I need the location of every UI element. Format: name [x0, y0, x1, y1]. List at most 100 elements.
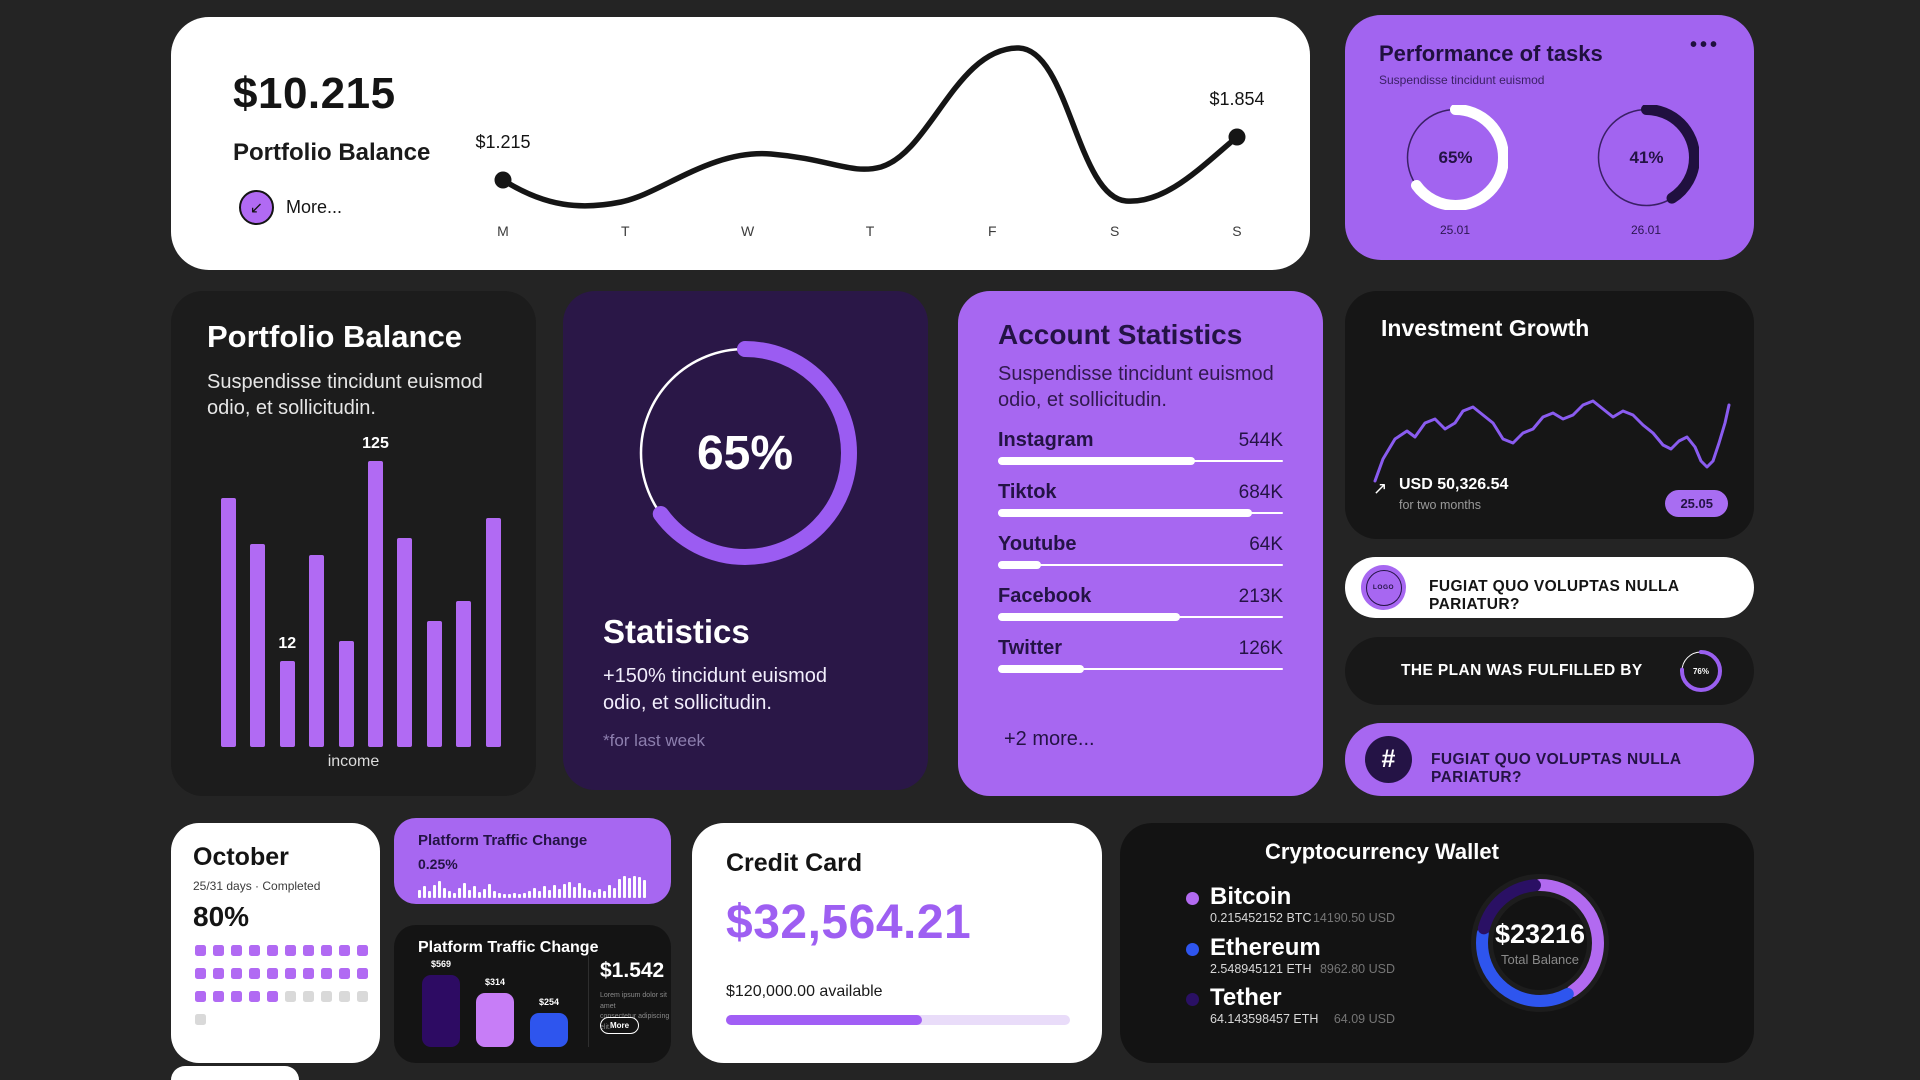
more-label: More... — [286, 197, 343, 217]
income-bar-chart: 12 125 — [221, 435, 501, 747]
traffic-bar-label: $314 — [484, 977, 506, 987]
october-percent: 80% — [193, 901, 250, 932]
performance-donut-1-date: 25.01 — [1439, 223, 1471, 237]
traffic-bar — [422, 975, 460, 1047]
platform-progress-fill — [998, 457, 1195, 465]
traffic-bar-label: $569 — [430, 959, 452, 969]
income-bar — [368, 461, 383, 747]
day-dot-completed — [195, 991, 206, 1002]
traffic-bar — [476, 993, 514, 1047]
day-dot-completed — [231, 968, 242, 979]
performance-title: Performance of tasks — [1379, 41, 1603, 66]
platform-row: Instagram 544K — [998, 429, 1283, 481]
platform-name: Youtube — [998, 533, 1077, 555]
bar-value-label: 125 — [362, 435, 389, 452]
spark-bar — [438, 881, 441, 898]
weekday-label: F — [988, 223, 997, 239]
spark-bar — [573, 887, 576, 898]
spark-bar — [498, 893, 501, 898]
wallet-donut: $23216 Total Balance — [1460, 863, 1620, 1023]
spark-bar — [568, 882, 571, 898]
spark-bar — [508, 894, 511, 898]
spark-bar — [638, 877, 641, 898]
weekly-line-chart — [494, 45, 1246, 209]
portfolio-title: Portfolio Balance — [207, 319, 462, 354]
investment-growth-card: Investment Growth ↗ USD 50,326.54 for tw… — [1345, 291, 1754, 539]
income-bar — [485, 518, 501, 747]
spark-bar — [503, 894, 506, 898]
day-dot-remaining — [303, 991, 314, 1002]
day-dot-completed — [321, 968, 332, 979]
asset-usd-value: 14190.50 USD — [1312, 911, 1395, 925]
spark-bar — [588, 890, 591, 898]
day-dot-completed — [249, 968, 260, 979]
wallet-total: $23216 — [1494, 919, 1586, 949]
income-bar — [456, 601, 472, 747]
platform-progress-fill — [998, 613, 1181, 621]
day-dot-completed — [213, 968, 224, 979]
arrow-down-left-icon: ↙ — [239, 190, 274, 225]
accounts-more-button[interactable]: +2 more... — [998, 727, 1101, 752]
day-dot-completed — [303, 968, 314, 979]
day-dot-completed — [267, 945, 278, 956]
logo-banner-text: FUGIAT QUO VOLUPTAS NULLA PARIATUR? — [1429, 578, 1679, 613]
plan-banner[interactable]: THE PLAN WAS FULFILLED BY 76% — [1345, 637, 1754, 705]
statistics-title: Statistics — [603, 613, 750, 650]
platform-progress-fill — [998, 561, 1041, 569]
line-end-label: $1.854 — [1209, 89, 1265, 109]
weekday-label: S — [1109, 223, 1120, 239]
statistics-donut: 65% — [629, 337, 861, 569]
performance-donut-2: 41% — [1594, 105, 1699, 210]
october-day-grid — [195, 945, 370, 1025]
asset-dot — [1186, 993, 1199, 1006]
spark-bar — [538, 891, 541, 898]
traffic-mini-percent: 0.25% — [418, 856, 458, 872]
logo-banner[interactable]: LOGO FUGIAT QUO VOLUPTAS NULLA PARIATUR? — [1345, 557, 1754, 618]
line-end-dot — [1228, 128, 1246, 146]
day-dot-completed — [321, 945, 332, 956]
plan-donut-value: 76% — [1692, 666, 1709, 676]
traffic-more-button[interactable]: More — [600, 1017, 640, 1034]
platform-row: Tiktok 684K — [998, 481, 1283, 533]
day-dot-completed — [231, 945, 242, 956]
spark-bar — [463, 883, 466, 898]
traffic-bar-label: $254 — [538, 997, 560, 1007]
performance-donut-1-value: 65% — [1438, 147, 1473, 167]
statistics-card: 65% Statistics +150% tincidunt euismod o… — [563, 291, 928, 790]
income-bar — [279, 661, 295, 747]
income-bar — [397, 538, 413, 747]
spark-bar — [488, 884, 491, 898]
line-start-dot — [494, 171, 512, 189]
spark-bar — [473, 886, 476, 898]
performance-donut-1: 65% — [1403, 105, 1508, 210]
spark-bar — [543, 886, 546, 898]
spark-bar — [628, 878, 631, 898]
spark-bar — [483, 889, 486, 898]
hashtag-banner[interactable]: # FUGIAT QUO VOLUPTAS NULLA PARIATUR? — [1345, 723, 1754, 796]
investment-period: for two months — [1399, 498, 1481, 512]
traffic-total: $1.542 — [600, 959, 665, 982]
income-bar — [338, 641, 354, 747]
traffic-bar — [530, 1013, 568, 1047]
more-button[interactable]: ↙ More... — [233, 189, 348, 226]
weekday-label: S — [1232, 223, 1242, 239]
account-statistics-card: Account Statistics Suspendisse tincidunt… — [958, 291, 1323, 796]
asset-usd-value: 64.09 USD — [1333, 1012, 1395, 1026]
platform-name: Facebook — [998, 585, 1092, 607]
weekday-label: M — [497, 223, 509, 239]
line-start-label: $1.215 — [475, 132, 531, 152]
plan-donut: 76% — [1678, 648, 1724, 694]
weekday-label: W — [741, 223, 755, 239]
date-badge: 25.05 — [1665, 490, 1728, 517]
platform-value: 126K — [1238, 638, 1283, 659]
day-dot-completed — [357, 945, 368, 956]
spark-bar — [513, 893, 516, 898]
investment-title: Investment Growth — [1381, 315, 1590, 341]
credit-card-available: $120,000.00 available — [726, 983, 883, 1000]
hero-balance-value: $10.215 — [233, 69, 396, 118]
traffic-title: Platform Traffic Change — [418, 939, 599, 956]
ellipsis-menu-icon[interactable]: ••• — [1684, 33, 1726, 58]
spark-bar — [528, 891, 531, 898]
day-dot-completed — [195, 945, 206, 956]
